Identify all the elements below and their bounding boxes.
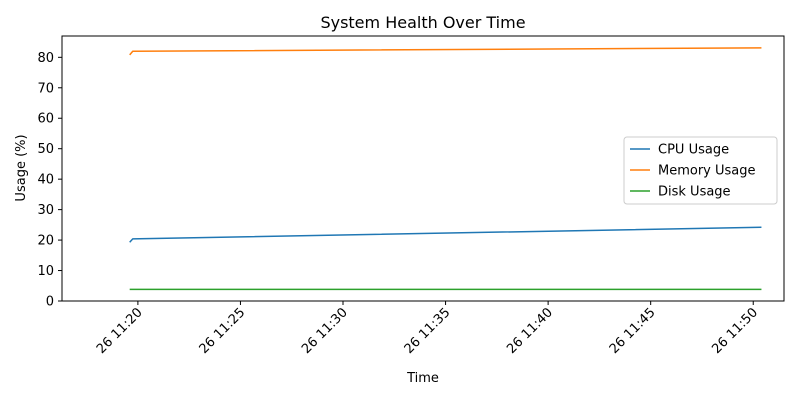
y-tick-label: 50: [37, 142, 54, 157]
y-tick-label: 70: [37, 81, 54, 96]
y-tick-label: 10: [37, 264, 54, 279]
plot-lines: [129, 47, 762, 291]
series-line-cpu-usage: [129, 226, 762, 243]
y-tick-label: 20: [37, 234, 54, 249]
y-axis: 0 10 20 30 40 50 60 70 80: [37, 51, 62, 310]
legend-label: CPU Usage: [658, 143, 729, 158]
series-line-memory-usage: [129, 47, 762, 56]
y-axis-label: Usage (%): [14, 134, 29, 201]
legend-box: [623, 136, 778, 205]
y-tick-label: 60: [37, 112, 54, 127]
x-tick-label: 26 11:20: [94, 305, 146, 357]
legend: CPU Usage Memory Usage Disk Usage: [623, 136, 778, 205]
legend-label: Disk Usage: [658, 185, 731, 200]
plot-frame: [61, 35, 785, 302]
x-tick-label: 26 11:35: [402, 305, 454, 357]
x-axis-label: Time: [406, 371, 439, 386]
x-axis: 26 11:20 26 11:25 26 11:30 26 11:35 26 11:40…: [94, 301, 761, 357]
x-tick-label: 26 11:25: [197, 305, 249, 357]
x-tick-label: 26 11:45: [607, 305, 659, 357]
x-tick-label: 26 11:30: [299, 305, 351, 357]
chart-title: System Health Over Time: [320, 13, 525, 32]
legend-label: Memory Usage: [658, 164, 756, 179]
y-tick-label: 80: [37, 51, 54, 66]
y-tick-label: 40: [37, 173, 54, 188]
x-tick-label: 26 11:50: [709, 305, 761, 357]
y-tick-label: 0: [46, 295, 54, 310]
x-tick-label: 26 11:40: [504, 305, 556, 357]
y-tick-label: 30: [37, 203, 54, 218]
